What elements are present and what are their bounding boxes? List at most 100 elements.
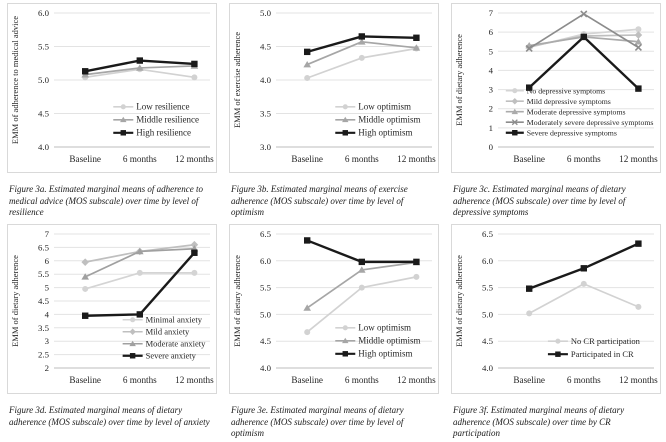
svg-text:4: 4 [489,65,494,75]
svg-text:No CR participation: No CR participation [571,336,641,346]
svg-text:12 months: 12 months [397,375,436,385]
svg-text:Baseline: Baseline [291,375,323,385]
figure-panel-3b: EMM of exercise adherence 3.0 3.5 4.0 4.5 5.0… [222,0,444,221]
svg-text:4.5: 4.5 [482,336,494,346]
svg-text:5.0: 5.0 [38,75,50,85]
svg-text:6 months: 6 months [345,375,379,385]
figure-3f-chart-frame: EMM of dietary adherence 4.0 4.5 5.0 5.5 6.0 6… [451,224,661,394]
svg-text:6 months: 6 months [567,375,601,385]
svg-text:12 months: 12 months [175,375,214,385]
svg-text:5.5: 5.5 [260,283,272,293]
svg-text:4.0: 4.0 [482,363,494,373]
figure-3c-chart: EMM of dietary adherence 0 1 2 3 4 5 6 7 Baseline… [454,8,658,164]
svg-text:12 months: 12 months [619,154,658,164]
svg-text:Moderate depressive symptoms: Moderate depressive symptoms [527,108,626,117]
svg-text:4.0: 4.0 [38,142,50,152]
svg-text:2: 2 [489,104,493,114]
svg-text:6 months: 6 months [123,375,157,385]
svg-text:Minimal anxiety: Minimal anxiety [146,315,203,325]
svg-text:Participated in CR: Participated in CR [571,349,634,359]
svg-text:6.0: 6.0 [260,256,272,266]
svg-text:5.5: 5.5 [38,269,50,279]
svg-text:EMM of dietary adherence: EMM of dietary adherence [454,255,464,347]
svg-text:5: 5 [489,46,494,56]
svg-text:Baseline: Baseline [513,154,545,164]
svg-text:6.0: 6.0 [38,8,50,18]
figure-3e-caption: Figure 3e. Estimated marginal means of d… [231,405,404,439]
svg-text:EMM of dietary adherence: EMM of dietary adherence [232,255,242,347]
svg-text:4.5: 4.5 [260,42,272,52]
svg-text:EMM of exercise adherence: EMM of exercise adherence [232,32,242,128]
svg-text:6.5: 6.5 [260,229,272,239]
figure-panel-3c: EMM of dietary adherence 0 1 2 3 4 5 6 7 Baseline… [444,0,666,221]
figure-3d-caption: Figure 3d. Estimated marginal means of d… [9,405,210,427]
svg-text:2: 2 [45,363,49,373]
figure-3a-chart: EMM of adherence to medical advice 4.0 4.5… [10,8,214,164]
svg-text:6.0: 6.0 [482,256,494,266]
figure-3b-chart-frame: EMM of exercise adherence 3.0 3.5 4.0 4.5 5.0… [229,3,439,173]
svg-text:1: 1 [489,123,493,133]
figure-3b-chart: EMM of exercise adherence 3.0 3.5 4.0 4.5 5.0… [232,8,436,164]
svg-text:7: 7 [489,8,494,18]
svg-text:4.0: 4.0 [260,363,272,373]
svg-text:EMM of adherence to medical ad: EMM of adherence to medical advice [10,16,20,144]
svg-text:2.5: 2.5 [38,350,50,360]
svg-text:Mild depressive symptoms: Mild depressive symptoms [527,97,611,106]
svg-text:Moderately severe depressive s: Moderately severe depressive symptoms [527,118,654,127]
figure-panel-3d: EMM of dietary adherence 2 2.5 3 3.5 4 4.5 5 5.5… [0,221,222,442]
svg-text:High optimism: High optimism [358,128,412,138]
svg-text:0: 0 [489,142,494,152]
svg-text:Low resilience: Low resilience [136,102,189,112]
svg-text:6 months: 6 months [567,154,601,164]
svg-text:12 months: 12 months [175,154,214,164]
figure-3e-chart: EMM of dietary adherence 4.0 4.5 5.0 5.5 6.0 6… [232,229,436,385]
figure-3b-caption: Figure 3b. Estimated marginal means of e… [231,184,408,218]
svg-text:EMM of dietary adherence: EMM of dietary adherence [10,255,20,347]
svg-text:Severe anxiety: Severe anxiety [146,351,197,361]
svg-text:Low optimism: Low optimism [358,102,411,112]
svg-text:Mild anxiety: Mild anxiety [146,327,190,337]
svg-text:12 months: 12 months [397,154,436,164]
svg-text:EMM of dietary adherence: EMM of dietary adherence [454,34,464,126]
svg-text:Middle optimism: Middle optimism [358,336,420,346]
svg-text:6.5: 6.5 [482,229,494,239]
svg-text:Baseline: Baseline [69,154,101,164]
figure-3c-caption: Figure 3c. Estimated marginal means of d… [453,184,626,218]
svg-text:5.5: 5.5 [482,283,494,293]
svg-text:Middle optimism: Middle optimism [358,115,420,125]
svg-text:3.5: 3.5 [38,323,50,333]
svg-text:6.5: 6.5 [38,242,50,252]
svg-text:4.0: 4.0 [260,75,272,85]
figure-3a-chart-frame: EMM of adherence to medical advice 4.0 4.5… [7,3,217,173]
svg-text:3.0: 3.0 [260,142,272,152]
svg-text:Middle resilience: Middle resilience [136,115,199,125]
svg-text:3: 3 [45,336,50,346]
figure-panel-3e: EMM of dietary adherence 4.0 4.5 5.0 5.5 6.0 6… [222,221,444,442]
svg-text:High resilience: High resilience [136,128,191,138]
svg-text:No depressive symptoms: No depressive symptoms [527,87,605,96]
figure-panel-3a: EMM of adherence to medical advice 4.0 4.5… [0,0,222,221]
figure-3e-chart-frame: EMM of dietary adherence 4.0 4.5 5.0 5.5 6.0 6… [229,224,439,394]
svg-text:Low optimism: Low optimism [358,323,411,333]
svg-text:5.0: 5.0 [260,309,272,319]
svg-text:Baseline: Baseline [513,375,545,385]
figure-3d-chart-frame: EMM of dietary adherence 2 2.5 3 3.5 4 4.5 5 5.5… [7,224,217,394]
svg-text:6: 6 [45,256,50,266]
svg-text:4: 4 [45,309,50,319]
svg-text:6 months: 6 months [345,154,379,164]
svg-text:Severe depressive symptoms: Severe depressive symptoms [527,129,617,138]
svg-text:5.0: 5.0 [482,309,494,319]
svg-text:3.5: 3.5 [260,109,272,119]
svg-text:4.5: 4.5 [260,336,272,346]
svg-text:12 months: 12 months [619,375,658,385]
svg-text:5.5: 5.5 [38,42,50,52]
svg-text:6 months: 6 months [123,154,157,164]
figure-3c-chart-frame: EMM of dietary adherence 0 1 2 3 4 5 6 7 Baseline… [451,3,661,173]
svg-text:6: 6 [489,27,494,37]
svg-text:Moderate anxiety: Moderate anxiety [146,339,206,349]
svg-text:High optimism: High optimism [358,349,412,359]
figure-3f-caption: Figure 3f. Estimated marginal means of d… [453,405,625,439]
svg-text:Baseline: Baseline [69,375,101,385]
svg-text:7: 7 [45,229,50,239]
